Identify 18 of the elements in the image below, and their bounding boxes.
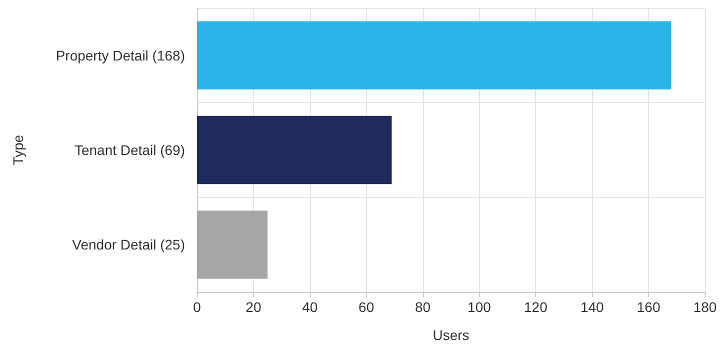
x-tick-label: 100 — [468, 299, 492, 315]
x-tick-label: 160 — [636, 299, 660, 315]
bar — [197, 210, 268, 279]
x-axis-title: Users — [432, 327, 470, 343]
x-tick-label: 20 — [246, 299, 262, 315]
bar — [197, 21, 672, 90]
y-tick-label: Property Detail (168) — [56, 47, 185, 64]
x-tick-label: 140 — [580, 299, 604, 315]
y-tick-label: Vendor Detail (25) — [72, 236, 185, 253]
x-tick-label: 80 — [414, 299, 431, 315]
bar — [197, 116, 392, 184]
x-tick-label: 180 — [693, 299, 717, 315]
x-tick-label: 60 — [358, 299, 374, 315]
x-tick-label: 40 — [302, 299, 318, 315]
x-tick-label: 0 — [193, 299, 202, 315]
y-axis-title: Type — [10, 134, 26, 166]
y-tick-label: Tenant Detail (69) — [74, 142, 185, 158]
x-tick-label: 120 — [524, 299, 548, 315]
